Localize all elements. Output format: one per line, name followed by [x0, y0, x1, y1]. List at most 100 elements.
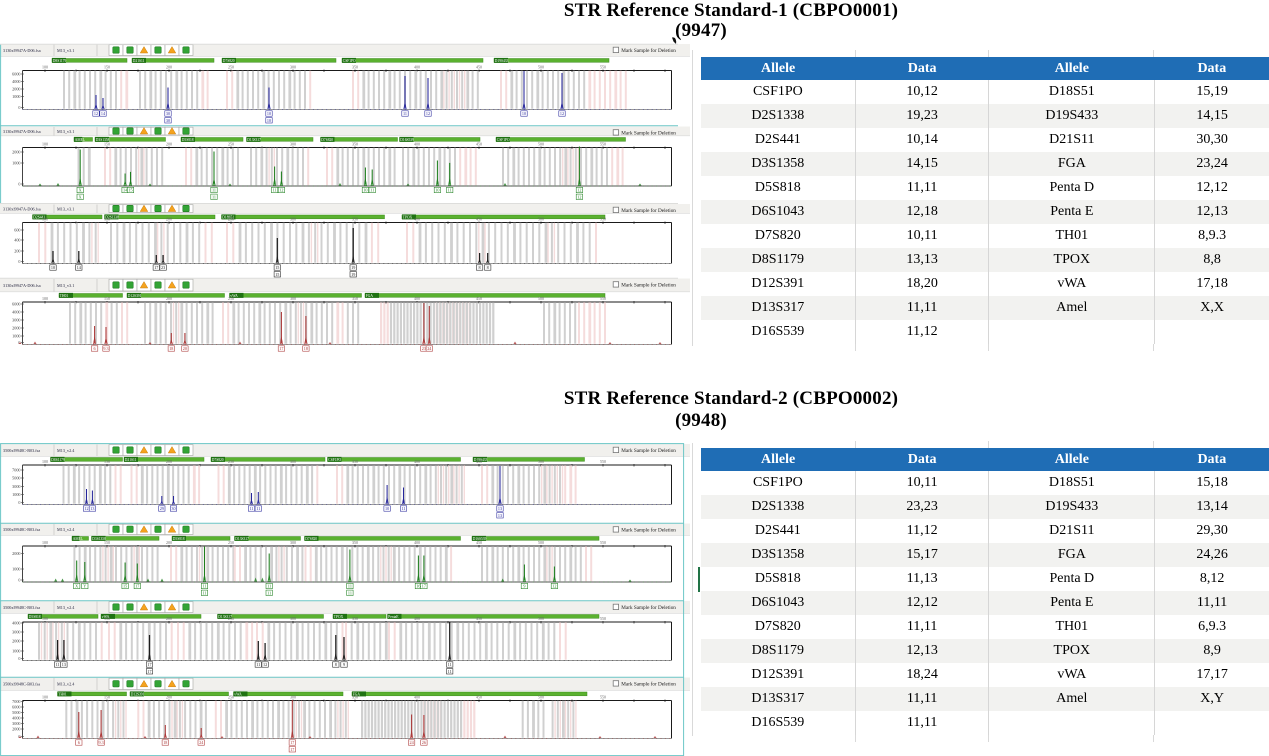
svg-text:18: 18	[304, 346, 308, 351]
svg-text:11: 11	[348, 584, 352, 589]
svg-text:12: 12	[560, 111, 564, 116]
svg-text:D2S441: D2S441	[33, 215, 45, 219]
svg-text:11: 11	[249, 506, 253, 511]
svg-text:CSF1PO: CSF1PO	[328, 458, 341, 462]
svg-text:4000: 4000	[12, 79, 20, 84]
svg-text:450: 450	[476, 540, 482, 545]
svg-text:9: 9	[343, 662, 345, 667]
svg-text:M13_v2.4: M13_v2.4	[57, 527, 75, 532]
svg-text:17: 17	[154, 265, 158, 270]
svg-text:400: 400	[414, 695, 420, 700]
svg-text:Mark Sample for Deletion: Mark Sample for Deletion	[621, 207, 676, 214]
svg-text:12: 12	[263, 662, 267, 667]
svg-text:300: 300	[290, 142, 296, 147]
svg-text:11: 11	[448, 662, 452, 667]
svg-text:350: 350	[352, 65, 358, 70]
svg-text:M13_v2.4: M13_v2.4	[57, 448, 75, 453]
svg-text:5000: 5000	[12, 476, 20, 481]
svg-text:7000: 7000	[12, 468, 20, 473]
svg-text:11: 11	[273, 188, 277, 193]
svg-text:0: 0	[18, 340, 20, 345]
svg-text:12: 12	[426, 111, 430, 116]
svg-text:100: 100	[42, 142, 48, 147]
svg-text:3130xl9947A-D06.fsa: 3130xl9947A-D06.fsa	[3, 283, 41, 288]
svg-text:14: 14	[101, 111, 106, 116]
svg-text:450: 450	[476, 695, 482, 700]
svg-text:100: 100	[42, 695, 48, 700]
svg-text:9: 9	[523, 584, 525, 589]
svg-text:11: 11	[401, 506, 405, 511]
svg-text:Mark Sample for Deletion: Mark Sample for Deletion	[621, 129, 676, 136]
svg-text:vWA: vWA	[102, 615, 110, 619]
svg-text:200: 200	[166, 616, 172, 621]
svg-text:200: 200	[166, 217, 172, 222]
svg-text:350: 350	[352, 459, 358, 464]
svg-text:11: 11	[370, 188, 374, 193]
svg-text:D8S1179: D8S1179	[51, 458, 65, 462]
svg-text:6000: 6000	[12, 302, 20, 307]
svg-text:3000: 3000	[12, 630, 20, 635]
svg-text:13: 13	[498, 513, 502, 518]
svg-text:550: 550	[600, 540, 606, 545]
svg-text:0: 0	[18, 105, 20, 110]
svg-text:250: 250	[228, 459, 234, 464]
svg-text:AMEL: AMEL	[73, 537, 83, 541]
svg-text:10: 10	[385, 506, 389, 511]
svg-text:400: 400	[414, 616, 420, 621]
svg-text:AMEL: AMEL	[75, 138, 85, 142]
svg-text:30: 30	[166, 118, 170, 123]
svg-text:17: 17	[279, 346, 283, 351]
svg-text:D13S317: D13S317	[235, 537, 249, 541]
svg-text:500: 500	[538, 296, 544, 301]
svg-text:D13S317: D13S317	[218, 615, 232, 619]
svg-text:0: 0	[18, 182, 20, 187]
svg-text:Mark Sample for Deletion: Mark Sample for Deletion	[621, 526, 676, 533]
svg-text:11: 11	[267, 590, 271, 595]
svg-text:0: 0	[18, 734, 20, 739]
svg-text:2000: 2000	[12, 87, 20, 92]
svg-text:550: 550	[600, 65, 606, 70]
svg-text:300: 300	[290, 217, 296, 222]
svg-text:0: 0	[18, 656, 20, 661]
svg-text:12: 12	[552, 584, 556, 589]
svg-text:350: 350	[352, 616, 358, 621]
svg-text:17: 17	[147, 669, 151, 674]
svg-text:X: X	[79, 188, 82, 193]
svg-text:200: 200	[166, 695, 172, 700]
svg-text:3130xl9947A-D06.fsa: 3130xl9947A-D06.fsa	[3, 129, 41, 134]
svg-text:11: 11	[256, 506, 260, 511]
svg-text:550: 550	[600, 616, 606, 621]
svg-text:4000: 4000	[12, 621, 20, 626]
svg-text:14: 14	[123, 188, 128, 193]
svg-text:2000: 2000	[12, 551, 20, 556]
svg-text:17: 17	[147, 662, 151, 667]
svg-text:24: 24	[410, 740, 415, 745]
svg-text:15: 15	[128, 188, 132, 193]
svg-text:150: 150	[104, 142, 110, 147]
svg-text:300: 300	[290, 616, 296, 621]
svg-text:D13S317: D13S317	[247, 138, 261, 142]
svg-text:100: 100	[42, 616, 48, 621]
svg-text:500: 500	[538, 616, 544, 621]
svg-text:7000: 7000	[12, 699, 20, 704]
svg-text:M13_v3.1: M13_v3.1	[57, 48, 74, 53]
svg-text:24: 24	[427, 346, 432, 351]
svg-text:6000: 6000	[12, 72, 20, 77]
svg-text:500: 500	[538, 540, 544, 545]
svg-text:0: 0	[18, 578, 20, 583]
svg-text:100: 100	[42, 540, 48, 545]
svg-text:M13_v3.1: M13_v3.1	[57, 129, 74, 134]
svg-text:D7S820: D7S820	[223, 59, 235, 63]
svg-text:D5S818: D5S818	[173, 537, 185, 541]
svg-text:250: 250	[228, 540, 234, 545]
svg-text:10: 10	[51, 265, 55, 270]
svg-text:6: 6	[78, 740, 80, 745]
svg-text:M13_v3.1: M13_v3.1	[57, 283, 74, 288]
svg-text:15: 15	[275, 265, 279, 270]
svg-text:550: 550	[600, 217, 606, 222]
svg-text:18: 18	[169, 346, 173, 351]
svg-text:11: 11	[202, 584, 206, 589]
svg-text:D7S820: D7S820	[321, 138, 333, 142]
svg-text:3130xl9947A-D06.fsa: 3130xl9947A-D06.fsa	[3, 206, 41, 211]
svg-text:6: 6	[94, 346, 96, 351]
